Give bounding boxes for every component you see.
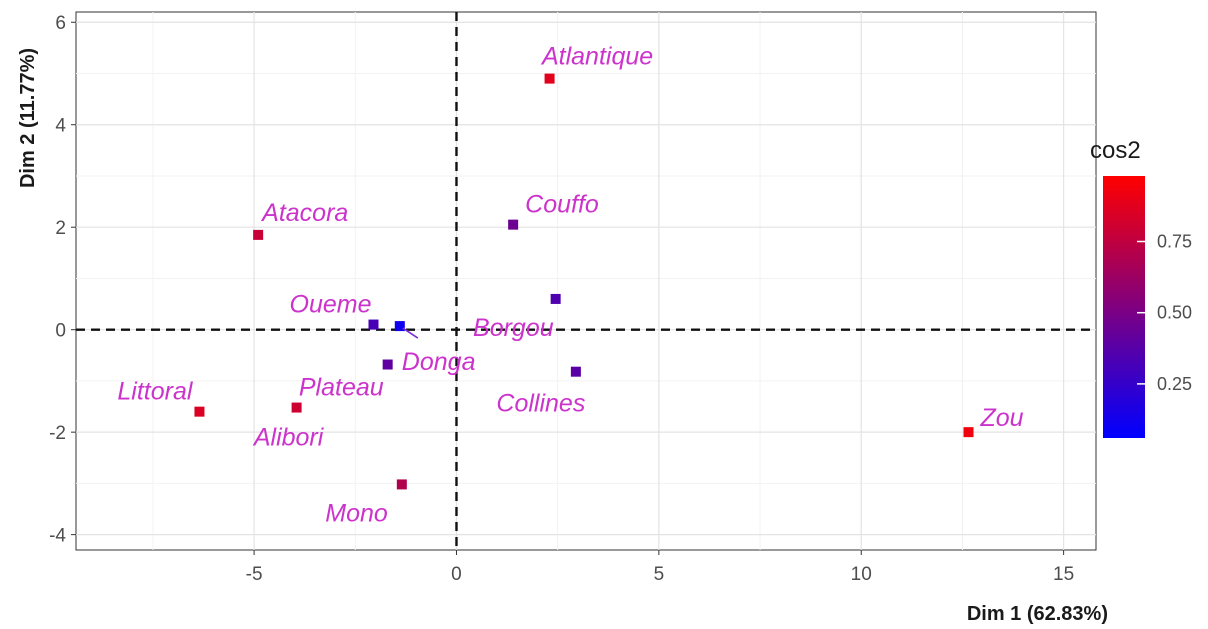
- point-borgou: [550, 293, 561, 304]
- point-zou: [963, 427, 974, 438]
- point-atlantique: [544, 73, 555, 84]
- plot-panel: [75, 11, 1097, 551]
- label-borgou: Borgou: [473, 314, 554, 342]
- label-oueme: Oueme: [290, 291, 372, 319]
- label-couffo: Couffo: [525, 191, 599, 219]
- donga-connector: [402, 327, 419, 339]
- x-tick-label: 15: [1053, 564, 1074, 585]
- point-couffo: [508, 219, 519, 230]
- point-atacora: [253, 229, 264, 240]
- y-tick-label: 2: [55, 218, 66, 239]
- point-mono: [396, 479, 407, 490]
- point-alibori: [291, 402, 302, 413]
- x-tick-label: 0: [451, 564, 462, 585]
- y-axis-title: Dim 2 (11.77%): [17, 48, 39, 188]
- label-donga: Donga: [402, 348, 476, 376]
- x-tick-label: 5: [654, 564, 665, 585]
- y-tick-label: 6: [55, 13, 66, 34]
- label-atlantique: Atlantique: [540, 43, 653, 71]
- axis-ticks: -5 0 5 10 15 -4 -2 0 2 4 6: [49, 13, 1074, 585]
- reference-lines: [76, 12, 1096, 550]
- point-plateau: [382, 359, 393, 370]
- label-atacora: Atacora: [260, 199, 348, 227]
- point-labels: Atlantique Couffo Atacora Borgou Oueme Donga P…: [117, 43, 1023, 528]
- point-littoral: [194, 406, 205, 417]
- data-points: [194, 73, 974, 490]
- cos2-legend: cos2 0.25 0.50 0.75: [1090, 137, 1192, 438]
- legend-colorbar: [1103, 176, 1145, 438]
- grid-lines: [76, 12, 1096, 550]
- point-oueme: [368, 319, 379, 330]
- x-axis-title: Dim 1 (62.83%): [967, 603, 1108, 625]
- y-tick-label: -2: [49, 423, 66, 444]
- label-littoral: Littoral: [117, 378, 193, 406]
- point-collines: [570, 366, 581, 377]
- label-collines: Collines: [496, 390, 585, 418]
- label-alibori: Alibori: [252, 424, 325, 452]
- label-plateau: Plateau: [299, 374, 384, 402]
- legend-tick-label: 0.75: [1157, 232, 1192, 252]
- x-tick-label: -5: [246, 564, 263, 585]
- y-tick-label: 0: [55, 321, 66, 342]
- label-zou: Zou: [980, 404, 1024, 432]
- x-tick-label: 10: [851, 564, 872, 585]
- legend-tick-label: 0.50: [1157, 303, 1192, 323]
- legend-title: cos2: [1090, 137, 1141, 164]
- point-donga: [394, 321, 405, 332]
- y-tick-label: -4: [49, 526, 66, 547]
- y-tick-label: 4: [55, 116, 66, 137]
- label-mono: Mono: [325, 499, 388, 527]
- legend-tick-label: 0.25: [1157, 374, 1192, 394]
